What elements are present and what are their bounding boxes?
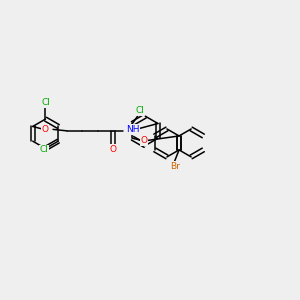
Text: NH: NH <box>126 125 140 134</box>
Text: Cl: Cl <box>136 106 145 115</box>
Text: O: O <box>109 145 116 154</box>
Text: Cl: Cl <box>41 98 50 107</box>
Text: O: O <box>140 136 147 145</box>
Text: Cl: Cl <box>40 145 49 154</box>
Text: O: O <box>42 125 49 134</box>
Text: Br: Br <box>170 162 180 171</box>
